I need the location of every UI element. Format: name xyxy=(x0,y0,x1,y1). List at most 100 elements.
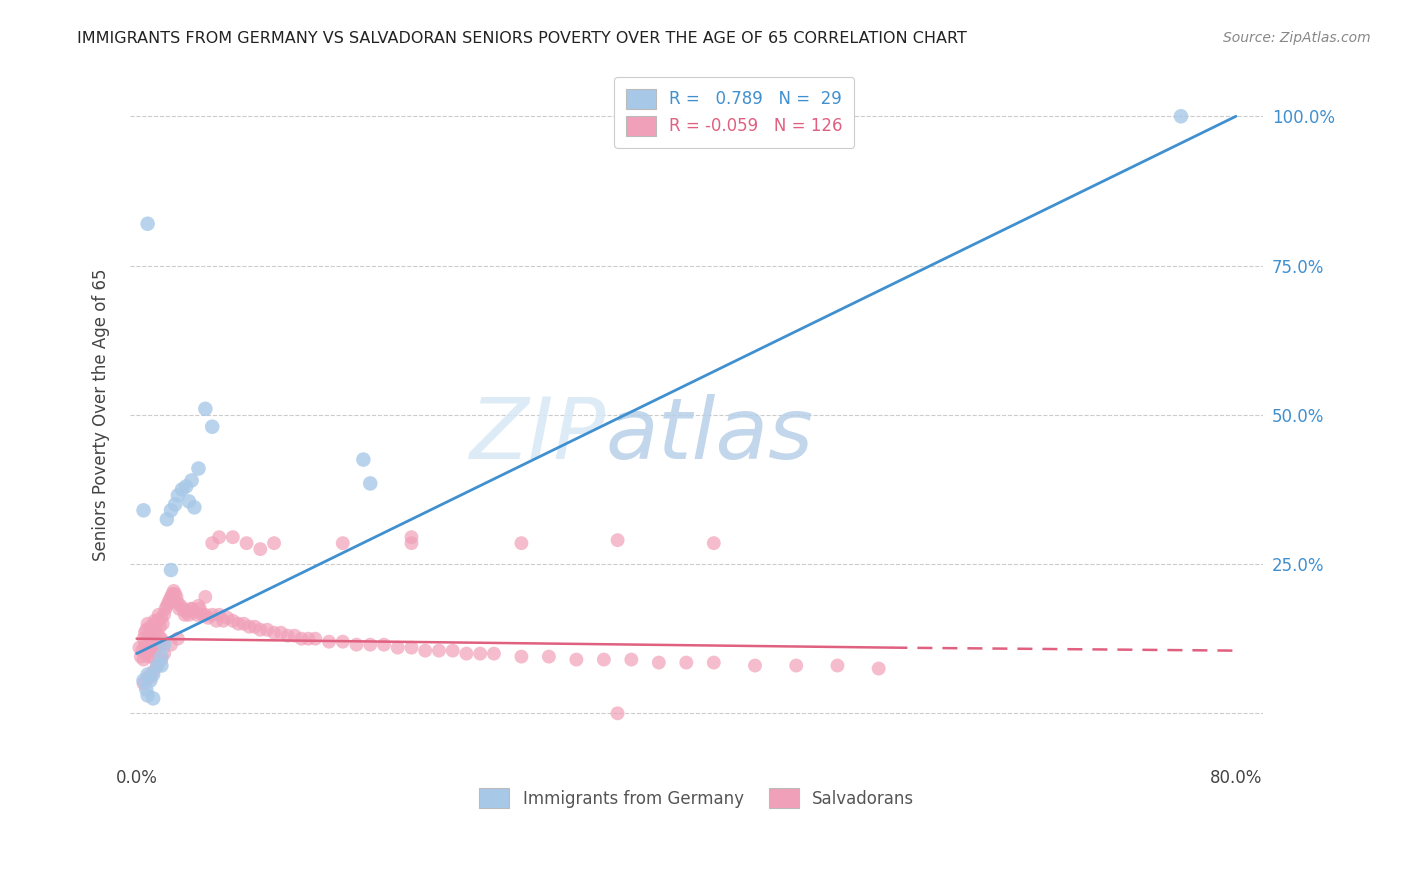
Point xyxy=(172,602,194,616)
Point xyxy=(136,671,159,685)
Point xyxy=(138,649,160,664)
Point xyxy=(156,512,179,526)
Point xyxy=(180,602,202,616)
Point xyxy=(134,625,156,640)
Text: atlas: atlas xyxy=(606,394,814,477)
Point xyxy=(128,640,150,655)
Point xyxy=(146,614,169,628)
Point xyxy=(537,649,560,664)
Point xyxy=(249,542,271,557)
Point xyxy=(427,643,450,657)
Point xyxy=(170,483,193,497)
Point xyxy=(413,643,436,657)
Text: ZIP: ZIP xyxy=(470,394,606,477)
Point xyxy=(167,596,190,610)
Point xyxy=(142,665,165,679)
Point xyxy=(146,658,169,673)
Point xyxy=(703,656,725,670)
Point xyxy=(346,638,368,652)
Point xyxy=(191,607,214,622)
Point xyxy=(401,536,423,550)
Point xyxy=(606,533,628,548)
Point xyxy=(482,647,505,661)
Point xyxy=(194,590,217,604)
Point xyxy=(217,611,239,625)
Point xyxy=(159,593,181,607)
Point xyxy=(186,607,208,622)
Point xyxy=(183,500,205,515)
Point xyxy=(565,652,588,666)
Point xyxy=(139,640,162,655)
Point xyxy=(592,652,614,666)
Point xyxy=(141,649,163,664)
Point xyxy=(785,658,807,673)
Point xyxy=(162,587,184,601)
Point xyxy=(180,602,202,616)
Point xyxy=(194,607,217,622)
Point xyxy=(136,638,159,652)
Point xyxy=(150,658,173,673)
Point xyxy=(187,461,209,475)
Point xyxy=(359,638,381,652)
Point xyxy=(212,614,235,628)
Point xyxy=(387,640,409,655)
Point xyxy=(174,479,197,493)
Point xyxy=(150,611,173,625)
Point xyxy=(160,590,183,604)
Point xyxy=(148,629,170,643)
Point xyxy=(703,536,725,550)
Point xyxy=(232,616,254,631)
Point xyxy=(270,625,292,640)
Point xyxy=(167,488,190,502)
Point xyxy=(173,607,195,622)
Point xyxy=(188,602,211,616)
Point xyxy=(177,607,200,622)
Point xyxy=(150,649,173,664)
Point xyxy=(648,656,671,670)
Point xyxy=(228,616,250,631)
Point xyxy=(156,599,179,613)
Point xyxy=(150,652,173,666)
Point xyxy=(143,614,166,628)
Point xyxy=(139,673,162,688)
Point xyxy=(401,640,423,655)
Point xyxy=(510,536,533,550)
Point xyxy=(146,638,169,652)
Point xyxy=(149,638,172,652)
Legend: Immigrants from Germany, Salvadorans: Immigrants from Germany, Salvadorans xyxy=(472,781,921,815)
Point xyxy=(132,632,155,646)
Point xyxy=(138,629,160,643)
Point xyxy=(136,616,159,631)
Point xyxy=(222,530,245,544)
Point xyxy=(129,649,152,664)
Point xyxy=(187,599,209,613)
Point xyxy=(201,607,224,622)
Point xyxy=(510,649,533,664)
Point xyxy=(142,691,165,706)
Point xyxy=(166,590,188,604)
Point xyxy=(139,671,162,685)
Text: Source: ZipAtlas.com: Source: ZipAtlas.com xyxy=(1223,31,1371,45)
Point xyxy=(284,629,307,643)
Point xyxy=(157,596,180,610)
Point xyxy=(222,614,245,628)
Point xyxy=(359,476,381,491)
Point xyxy=(1170,109,1192,123)
Point xyxy=(373,638,395,652)
Point xyxy=(149,620,172,634)
Point xyxy=(150,632,173,646)
Y-axis label: Seniors Poverty Over the Age of 65: Seniors Poverty Over the Age of 65 xyxy=(93,268,110,561)
Point xyxy=(606,706,628,721)
Point xyxy=(401,530,423,544)
Point xyxy=(201,536,224,550)
Point xyxy=(131,643,153,657)
Point xyxy=(145,623,167,637)
Point xyxy=(249,623,271,637)
Point xyxy=(142,667,165,681)
Point xyxy=(132,652,155,666)
Point xyxy=(160,503,183,517)
Point xyxy=(169,599,191,613)
Point xyxy=(163,583,186,598)
Point xyxy=(197,611,219,625)
Point xyxy=(470,647,492,661)
